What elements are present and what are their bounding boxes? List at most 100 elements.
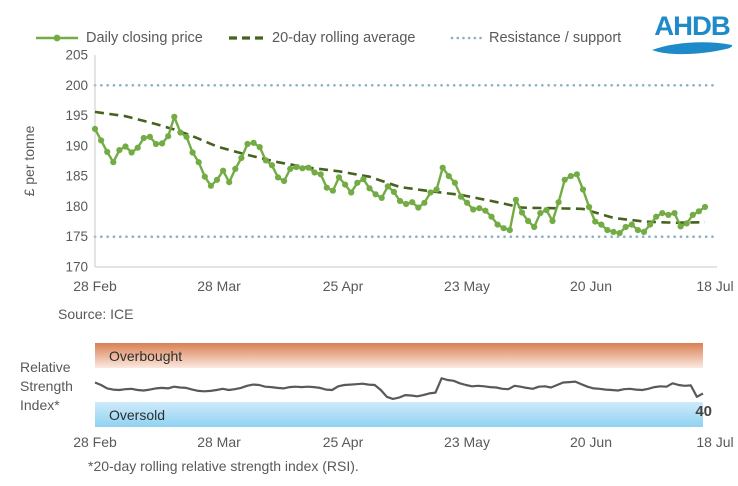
price-marker — [311, 169, 318, 176]
price-marker — [171, 113, 178, 120]
price-marker — [293, 164, 300, 171]
price-marker — [683, 220, 690, 227]
price-marker — [378, 194, 385, 201]
price-marker — [659, 210, 666, 217]
price-marker — [354, 179, 361, 186]
price-marker — [177, 129, 184, 136]
price-marker — [213, 176, 221, 183]
price-marker — [525, 217, 532, 225]
rsi-x-tick-label: 18 Jul — [696, 434, 733, 450]
price-marker — [128, 149, 135, 156]
y-tick-label: 195 — [65, 108, 88, 123]
price-marker — [433, 186, 440, 193]
price-marker — [317, 171, 324, 178]
price-marker — [671, 210, 678, 217]
rsi-x-tick-label: 25 Apr — [323, 434, 364, 450]
legend-item-resistance-support: Resistance / support — [450, 29, 621, 47]
price-marker — [195, 159, 202, 166]
price-marker — [146, 133, 153, 140]
price-marker — [360, 176, 367, 183]
rsi-line — [94, 377, 704, 400]
price-marker — [98, 137, 105, 144]
rsi-footnote: *20-day rolling relative strength index … — [88, 458, 359, 474]
price-marker — [616, 230, 623, 237]
price-marker — [592, 218, 599, 225]
price-marker — [610, 228, 617, 235]
x-tick-label: 23 May — [444, 278, 490, 294]
price-marker — [262, 157, 269, 164]
price-marker — [427, 189, 434, 196]
price-marker — [665, 211, 672, 218]
overbought-band: Overbought — [95, 343, 703, 368]
price-marker — [579, 186, 587, 193]
resistance-support-swatch-icon — [450, 36, 482, 40]
price-marker — [116, 147, 123, 154]
legend-label: Resistance / support — [489, 30, 622, 46]
price-marker — [476, 205, 483, 212]
price-marker — [390, 188, 397, 195]
price-marker — [439, 164, 446, 171]
price-marker — [421, 199, 428, 206]
legend-label: 20-day rolling average — [272, 30, 416, 46]
x-tick-label: 18 Jul — [696, 278, 733, 294]
legend-label: Daily closing price — [86, 30, 203, 46]
price-marker — [342, 181, 349, 188]
price-marker — [104, 148, 111, 155]
price-marker — [537, 210, 544, 217]
oversold-label: Oversold — [109, 406, 166, 423]
price-marker — [415, 204, 422, 211]
y-tick-label: 170 — [65, 260, 88, 275]
y-tick-label: 190 — [65, 138, 88, 153]
y-tick-label: 180 — [65, 199, 88, 214]
rsi-x-tick-label: 23 May — [444, 434, 490, 450]
rsi-x-tick-label: 28 Mar — [197, 434, 241, 450]
price-marker — [207, 182, 214, 189]
price-marker — [134, 144, 141, 151]
price-marker — [159, 140, 166, 147]
price-marker — [274, 174, 282, 181]
source-note: Source: ICE — [58, 306, 134, 322]
price-marker — [464, 199, 471, 206]
price-marker — [689, 211, 696, 218]
price-marker — [201, 173, 208, 180]
y-tick-label: 175 — [65, 229, 88, 244]
rolling-average-swatch-icon — [229, 36, 265, 40]
price-marker — [604, 227, 611, 234]
price-marker — [220, 167, 227, 174]
price-marker — [695, 208, 703, 215]
price-marker — [183, 133, 190, 140]
oversold-band: Oversold — [95, 402, 703, 427]
price-marker — [653, 213, 660, 220]
price-line-swatch-icon — [36, 34, 78, 42]
y-tick-label: 185 — [65, 169, 88, 184]
price-marker — [165, 133, 172, 140]
price-marker — [488, 213, 495, 220]
rsi-last-value-label: 40 — [695, 403, 712, 420]
price-marker — [470, 206, 477, 213]
price-marker — [226, 179, 233, 186]
x-tick-label: 28 Mar — [197, 278, 241, 294]
y-axis-title: £ per tonne — [21, 125, 37, 197]
price-marker — [140, 134, 147, 142]
price-marker — [647, 221, 654, 228]
rsi-x-tick-label: 20 Jun — [570, 434, 612, 450]
x-tick-label: 20 Jun — [570, 278, 612, 294]
price-marker — [445, 173, 452, 180]
price-marker — [518, 209, 526, 216]
price-marker — [323, 184, 330, 191]
y-tick-label: 205 — [65, 48, 88, 63]
legend-item-daily-closing-price: Daily closing price — [35, 29, 203, 47]
ahdb-wave-icon — [652, 42, 733, 55]
price-marker — [561, 176, 568, 183]
price-marker — [305, 164, 312, 171]
price-marker — [622, 223, 629, 231]
price-marker — [677, 223, 684, 230]
y-tick-label: 200 — [65, 78, 88, 93]
price-marker — [268, 162, 275, 169]
price-marker — [238, 154, 245, 162]
price-marker — [451, 179, 458, 186]
price-marker — [634, 227, 642, 234]
price-marker — [348, 189, 355, 196]
